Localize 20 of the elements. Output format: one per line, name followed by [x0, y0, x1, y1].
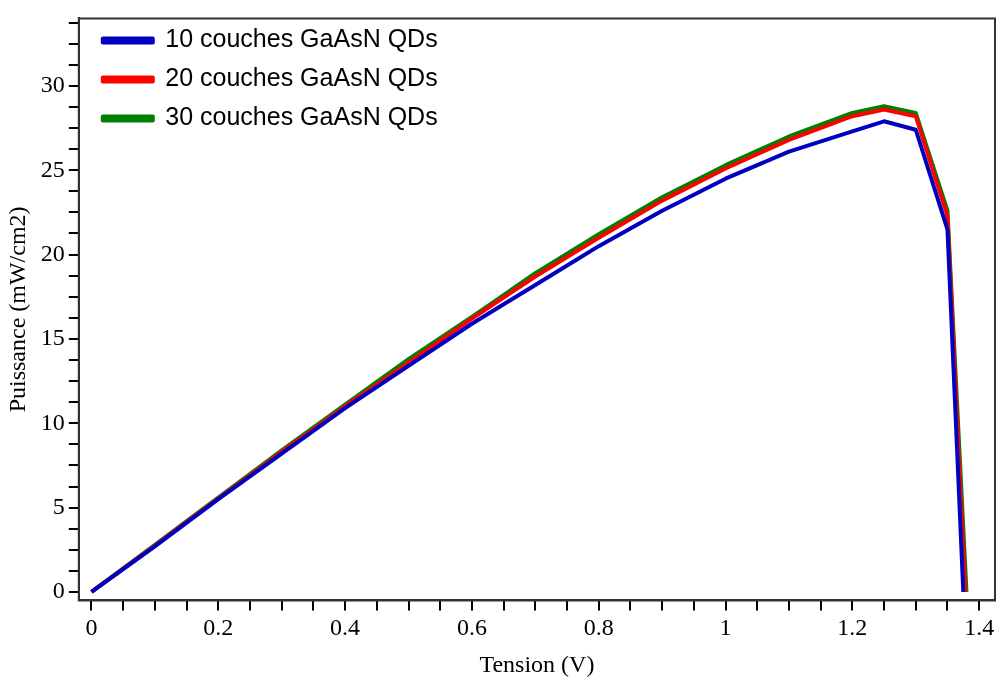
y-tick-label: 20 [40, 239, 65, 266]
x-tick-label: 0.2 [203, 614, 234, 641]
x-tick-label: 1 [719, 614, 732, 641]
y-tick-label: 10 [40, 408, 65, 435]
legend-label: 20 couches GaAsN QDs [165, 63, 438, 92]
y-tick-label: 25 [40, 155, 65, 182]
y-axis-title: Puissance (mW/cm2) [3, 206, 30, 413]
y-tick-label: 5 [52, 492, 65, 519]
x-axis-title: Tension (V) [479, 650, 595, 677]
x-tick-label: 0.8 [583, 614, 614, 641]
x-tick-label: 0.4 [330, 614, 361, 641]
y-tick-label: 30 [40, 71, 65, 98]
x-tick-label: 1.4 [964, 614, 995, 641]
y-tick-label: 0 [52, 577, 65, 604]
x-tick-label: 0 [85, 614, 98, 641]
x-tick-label: 0.6 [456, 614, 487, 641]
x-tick-label: 1.2 [837, 614, 868, 641]
legend-label: 30 couches GaAsN QDs [165, 102, 438, 131]
y-tick-label: 15 [40, 324, 65, 351]
legend-label: 10 couches GaAsN QDs [165, 24, 438, 53]
